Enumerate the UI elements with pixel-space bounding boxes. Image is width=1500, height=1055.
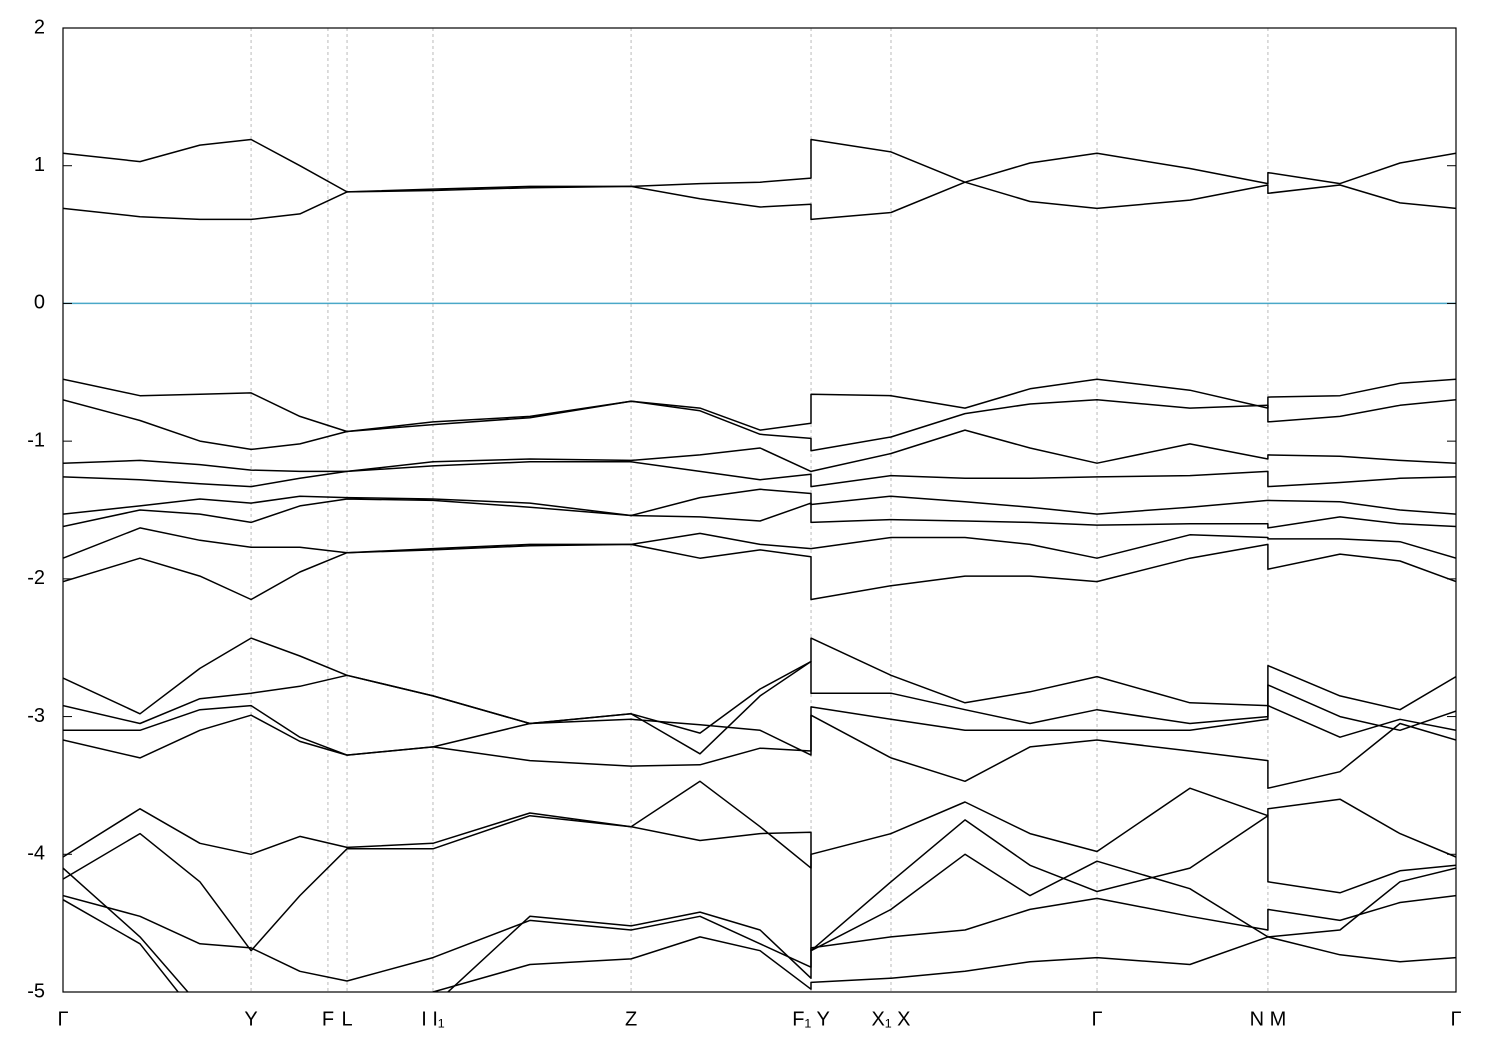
x-tick-label: N M [1250,1008,1287,1030]
band-line [63,399,1456,452]
band-line [63,378,1456,433]
band-line [63,899,1456,992]
band-line [63,714,1456,789]
y-tick-label: -5 [27,980,45,1002]
x-tick-label: X₁ X [872,1008,911,1030]
band-line [63,461,1456,488]
x-tick-label: L [341,1008,352,1030]
y-tick-label: -1 [27,429,45,451]
band-line [63,527,1456,559]
band-line [63,853,1456,992]
y-tick-label: -3 [27,705,45,727]
x-tick-label: Γ [1092,1008,1103,1030]
band-line [63,660,1456,755]
band-line [63,181,1456,221]
band-line [63,488,1456,517]
band-line [63,814,1456,952]
x-tick-label: Γ [1450,1008,1461,1030]
bands [63,138,1456,992]
x-tick-label: F [322,1008,334,1030]
band-line [63,429,1456,473]
x-tick-label: Y [244,1008,257,1030]
band-line [63,704,1456,756]
band-line [63,780,1456,869]
y-tick-label: -4 [27,843,45,865]
y-tick-label: 0 [34,292,45,314]
band-line [63,894,1456,982]
y-tick-label: 2 [34,16,45,38]
x-tick-label: Γ [57,1008,68,1030]
x-tick-label: F₁ Y [792,1008,830,1030]
plot-frame [62,27,1457,993]
x-tick-label: Z [625,1008,637,1030]
band-line [63,138,1456,193]
band-line [63,498,1456,529]
y-tick-label: 1 [34,154,45,176]
band-line [63,543,1456,601]
y-tick-label: -2 [27,567,45,589]
x-tick-label: I I₁ [421,1008,445,1030]
